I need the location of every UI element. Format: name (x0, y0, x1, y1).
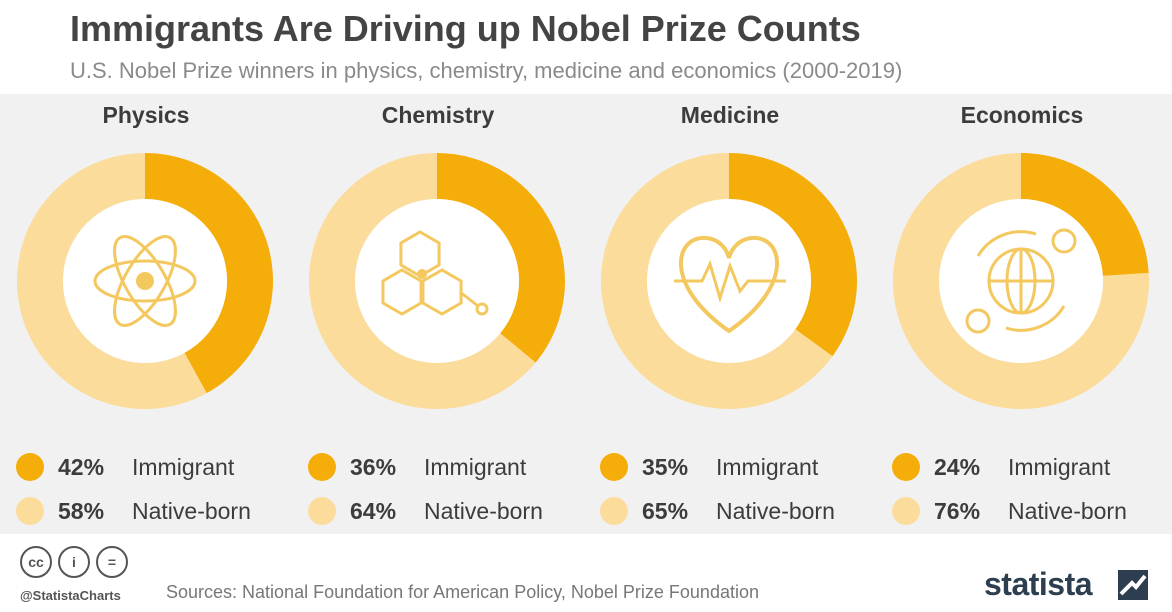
license-icons: cc i = (20, 546, 128, 578)
legend-label: Immigrant (424, 453, 527, 480)
donut-hole (355, 199, 519, 363)
atom-icon (93, 235, 197, 327)
legend-swatch-immigrant (308, 453, 336, 481)
legend-label: Native-born (424, 497, 543, 524)
legend-value: 35% (642, 453, 689, 480)
legend-swatch-native-born (600, 497, 628, 525)
legend-swatch-native-born (892, 497, 920, 525)
charts-panel: Physics 42% Immigrant 58% Native-born Ch… (0, 94, 1172, 534)
legend-swatch-immigrant (600, 453, 628, 481)
legend-item-native-born: 65% Native-born (600, 496, 835, 526)
globe-currency-icon (965, 228, 1077, 334)
donut-block-physics: Physics 42% Immigrant 58% Native-born (0, 94, 292, 534)
legend-value: 24% (934, 453, 981, 480)
category-title: Physics (102, 102, 190, 128)
legend-label: Immigrant (132, 453, 235, 480)
legend-swatch-native-born (308, 497, 336, 525)
legend-item-native-born: 64% Native-born (308, 496, 543, 526)
legend-label: Native-born (132, 497, 251, 524)
chart-title: Immigrants Are Driving up Nobel Prize Co… (70, 8, 861, 49)
donut-slice-immigrant (1021, 153, 1149, 276)
donut-slice-immigrant (437, 153, 565, 363)
statista-logo-mark-icon (1118, 570, 1148, 600)
donut-hole (647, 199, 811, 363)
legend-label: Immigrant (1008, 453, 1111, 480)
legend-item-native-born: 58% Native-born (16, 496, 251, 526)
molecule-icon (381, 230, 489, 316)
donut-slice-native-born (17, 153, 207, 409)
legend-value: 36% (350, 453, 397, 480)
legend-label: Native-born (1008, 497, 1127, 524)
legend-item-immigrant: 35% Immigrant (600, 452, 818, 482)
donut-block-chemistry: Chemistry 36% Immigrant 64% Native-born (292, 94, 584, 534)
heartbeat-icon (674, 235, 786, 334)
donut-chart-physics (17, 153, 274, 409)
legend-swatch-immigrant (892, 453, 920, 481)
donut-chart-chemistry (309, 153, 565, 409)
donut-slice-native-born (893, 153, 1149, 409)
legend-swatch-native-born (16, 497, 44, 525)
legend-label: Native-born (716, 497, 835, 524)
legend-value: 64% (350, 497, 397, 524)
donut-slice-immigrant (729, 153, 857, 357)
statista-logo[interactable]: statista (984, 566, 1093, 602)
legend-value: 42% (58, 453, 105, 480)
donut-slice-immigrant (145, 153, 274, 394)
legend-swatch-immigrant (16, 453, 44, 481)
category-title: Chemistry (381, 102, 495, 128)
legend-label: Immigrant (716, 453, 819, 480)
nd-icon[interactable]: = (96, 546, 128, 578)
legend-value: 76% (934, 497, 981, 524)
donut-slice-native-born (309, 153, 536, 409)
by-icon[interactable]: i (58, 546, 90, 578)
category-title: Economics (960, 102, 1084, 128)
legend-value: 65% (642, 497, 689, 524)
donut-block-medicine: Medicine 35% Immigrant 65% Native-born (584, 94, 876, 534)
donut-block-economics: Economics 24% Immigrant 76% Native-born (876, 94, 1168, 534)
chart-subtitle: U.S. Nobel Prize winners in physics, che… (70, 58, 903, 83)
legend-item-immigrant: 24% Immigrant (892, 452, 1110, 482)
social-handle[interactable]: @StatistaCharts (20, 588, 121, 603)
category-title: Medicine (680, 102, 780, 128)
legend-item-immigrant: 42% Immigrant (16, 452, 234, 482)
footer: cc i = @StatistaCharts Sources: National… (0, 534, 1172, 612)
legend-item-native-born: 76% Native-born (892, 496, 1127, 526)
donut-slice-native-born (601, 153, 833, 409)
sources-note: Sources: National Foundation for America… (166, 582, 759, 602)
legend-value: 58% (58, 497, 105, 524)
legend-item-immigrant: 36% Immigrant (308, 452, 526, 482)
cc-icon[interactable]: cc (20, 546, 52, 578)
donut-chart-economics (893, 153, 1149, 409)
donut-chart-medicine (601, 153, 857, 409)
